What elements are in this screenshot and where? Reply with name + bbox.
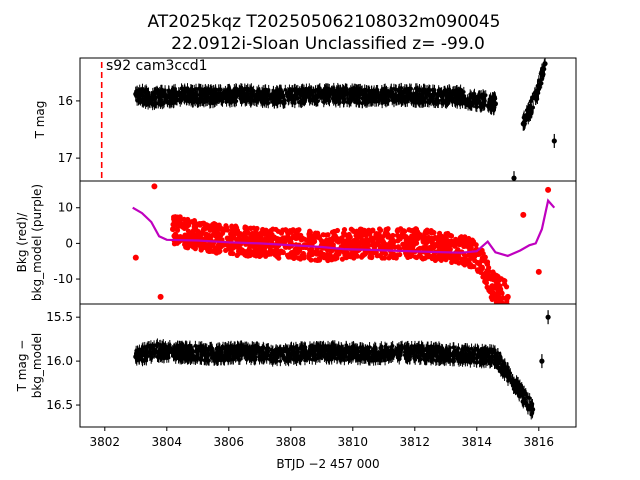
plot-area: [132, 183, 556, 304]
data-point: [545, 314, 551, 320]
data-point: [331, 92, 337, 98]
data-point: [151, 347, 157, 354]
data-point: [133, 354, 139, 360]
x-tick-label: 3812: [400, 435, 431, 449]
data-point: [194, 233, 201, 240]
data-point: [148, 95, 154, 101]
data-point: [511, 175, 517, 181]
y-tick-label: 10: [58, 201, 73, 215]
data-point: [303, 350, 309, 356]
data-point: [539, 358, 545, 364]
y-axis: -10 0 10: [53, 201, 80, 286]
data-point: [133, 91, 139, 97]
data-point: [365, 351, 371, 357]
data-point: [411, 240, 418, 247]
x-tick-label: 3808: [276, 435, 307, 449]
data-point: [210, 351, 216, 357]
y-axis: 15.5 16.0 16.5: [46, 310, 80, 412]
data-point: [427, 93, 433, 99]
data-point: [520, 121, 526, 127]
series-panel-2-points: [133, 310, 551, 420]
data-point: [241, 92, 247, 98]
data-point: [179, 349, 185, 355]
data-point: [170, 226, 176, 233]
data-point: [492, 101, 498, 107]
data-point: [272, 352, 278, 358]
y-axis-label: T mag − bkg_model: [15, 333, 44, 399]
y-tick-label: 16.0: [46, 354, 73, 368]
data-point: [132, 254, 139, 261]
data-point: [551, 138, 557, 144]
series-Bkg: [132, 183, 552, 304]
x-axis: 3802 3804 3806 3808 3810 3812 3814 3816: [90, 427, 555, 449]
x-tick-label: 3806: [214, 435, 245, 449]
y-tick-label: 16.5: [46, 398, 73, 412]
data-point: [442, 243, 449, 250]
plot-area: [133, 58, 557, 181]
x-tick-label: 3814: [462, 435, 493, 449]
data-point: [151, 183, 158, 190]
y-tick-label: 15.5: [46, 310, 73, 324]
svg-text:bkg_model (purple): bkg_model (purple): [30, 184, 44, 301]
y-axis-label: Bkg (red)/bkg_model (purple): [15, 184, 44, 301]
data-point: [473, 251, 480, 258]
data-point: [179, 92, 185, 98]
y-tick-label: -10: [53, 272, 73, 286]
x-tick-label: 3810: [338, 435, 369, 449]
series-bkg_model: [132, 198, 556, 258]
x-axis-label: BTJD −2 457 000: [276, 457, 379, 471]
data-point: [492, 354, 498, 360]
panel-background: -10 0 10 Bkg (red)/bkg_model (purple): [15, 180, 577, 305]
data-point: [365, 93, 371, 99]
data-point: [533, 95, 539, 101]
y-axis-label: T mag: [33, 101, 47, 140]
series-panel-0-points: [133, 58, 557, 181]
data-point: [427, 350, 433, 356]
data-point: [396, 349, 402, 355]
panel-frame: [79, 303, 577, 428]
chart-title-line-1: AT2025kqz T202505062108032m090045: [148, 12, 501, 32]
x-tick-label: 3816: [524, 435, 555, 449]
data-point: [489, 283, 496, 290]
data-point: [272, 94, 278, 100]
data-point: [530, 406, 536, 413]
plot-area: [133, 310, 551, 420]
data-point: [545, 186, 552, 193]
data-point: [520, 211, 527, 218]
y-tick-label: 16: [58, 94, 73, 108]
data-point: [458, 94, 464, 100]
data-point: [157, 293, 164, 300]
data-point: [380, 240, 387, 247]
x-tick-label: 3804: [152, 435, 183, 449]
panel-t-mag-minus-bkg-model: 15.5 16.0 16.5T mag − bkg_model: [15, 303, 577, 428]
data-point: [241, 349, 247, 355]
data-point: [535, 268, 542, 275]
data-point: [331, 349, 337, 355]
x-tick-label: 3802: [90, 435, 121, 449]
data-point: [504, 293, 511, 300]
data-point: [210, 93, 216, 99]
data-point: [396, 92, 402, 98]
data-point: [542, 61, 548, 67]
chart-title-line-2: 22.0912i-Sloan Unclassified z= -99.0: [171, 34, 485, 54]
data-point: [303, 93, 309, 99]
svg-text:Bkg (red)/: Bkg (red)/: [15, 212, 29, 273]
bkg-model-line: [132, 198, 556, 258]
y-tick-label: 0: [65, 236, 73, 250]
data-point: [458, 352, 464, 358]
data-point: [514, 384, 520, 391]
data-point: [349, 240, 356, 247]
svg-text:T mag: T mag: [33, 101, 47, 140]
sector-camera-annotation: s92 cam3ccd1: [106, 58, 208, 74]
panel-frame: [79, 57, 577, 182]
y-tick-label: 17: [58, 151, 73, 165]
